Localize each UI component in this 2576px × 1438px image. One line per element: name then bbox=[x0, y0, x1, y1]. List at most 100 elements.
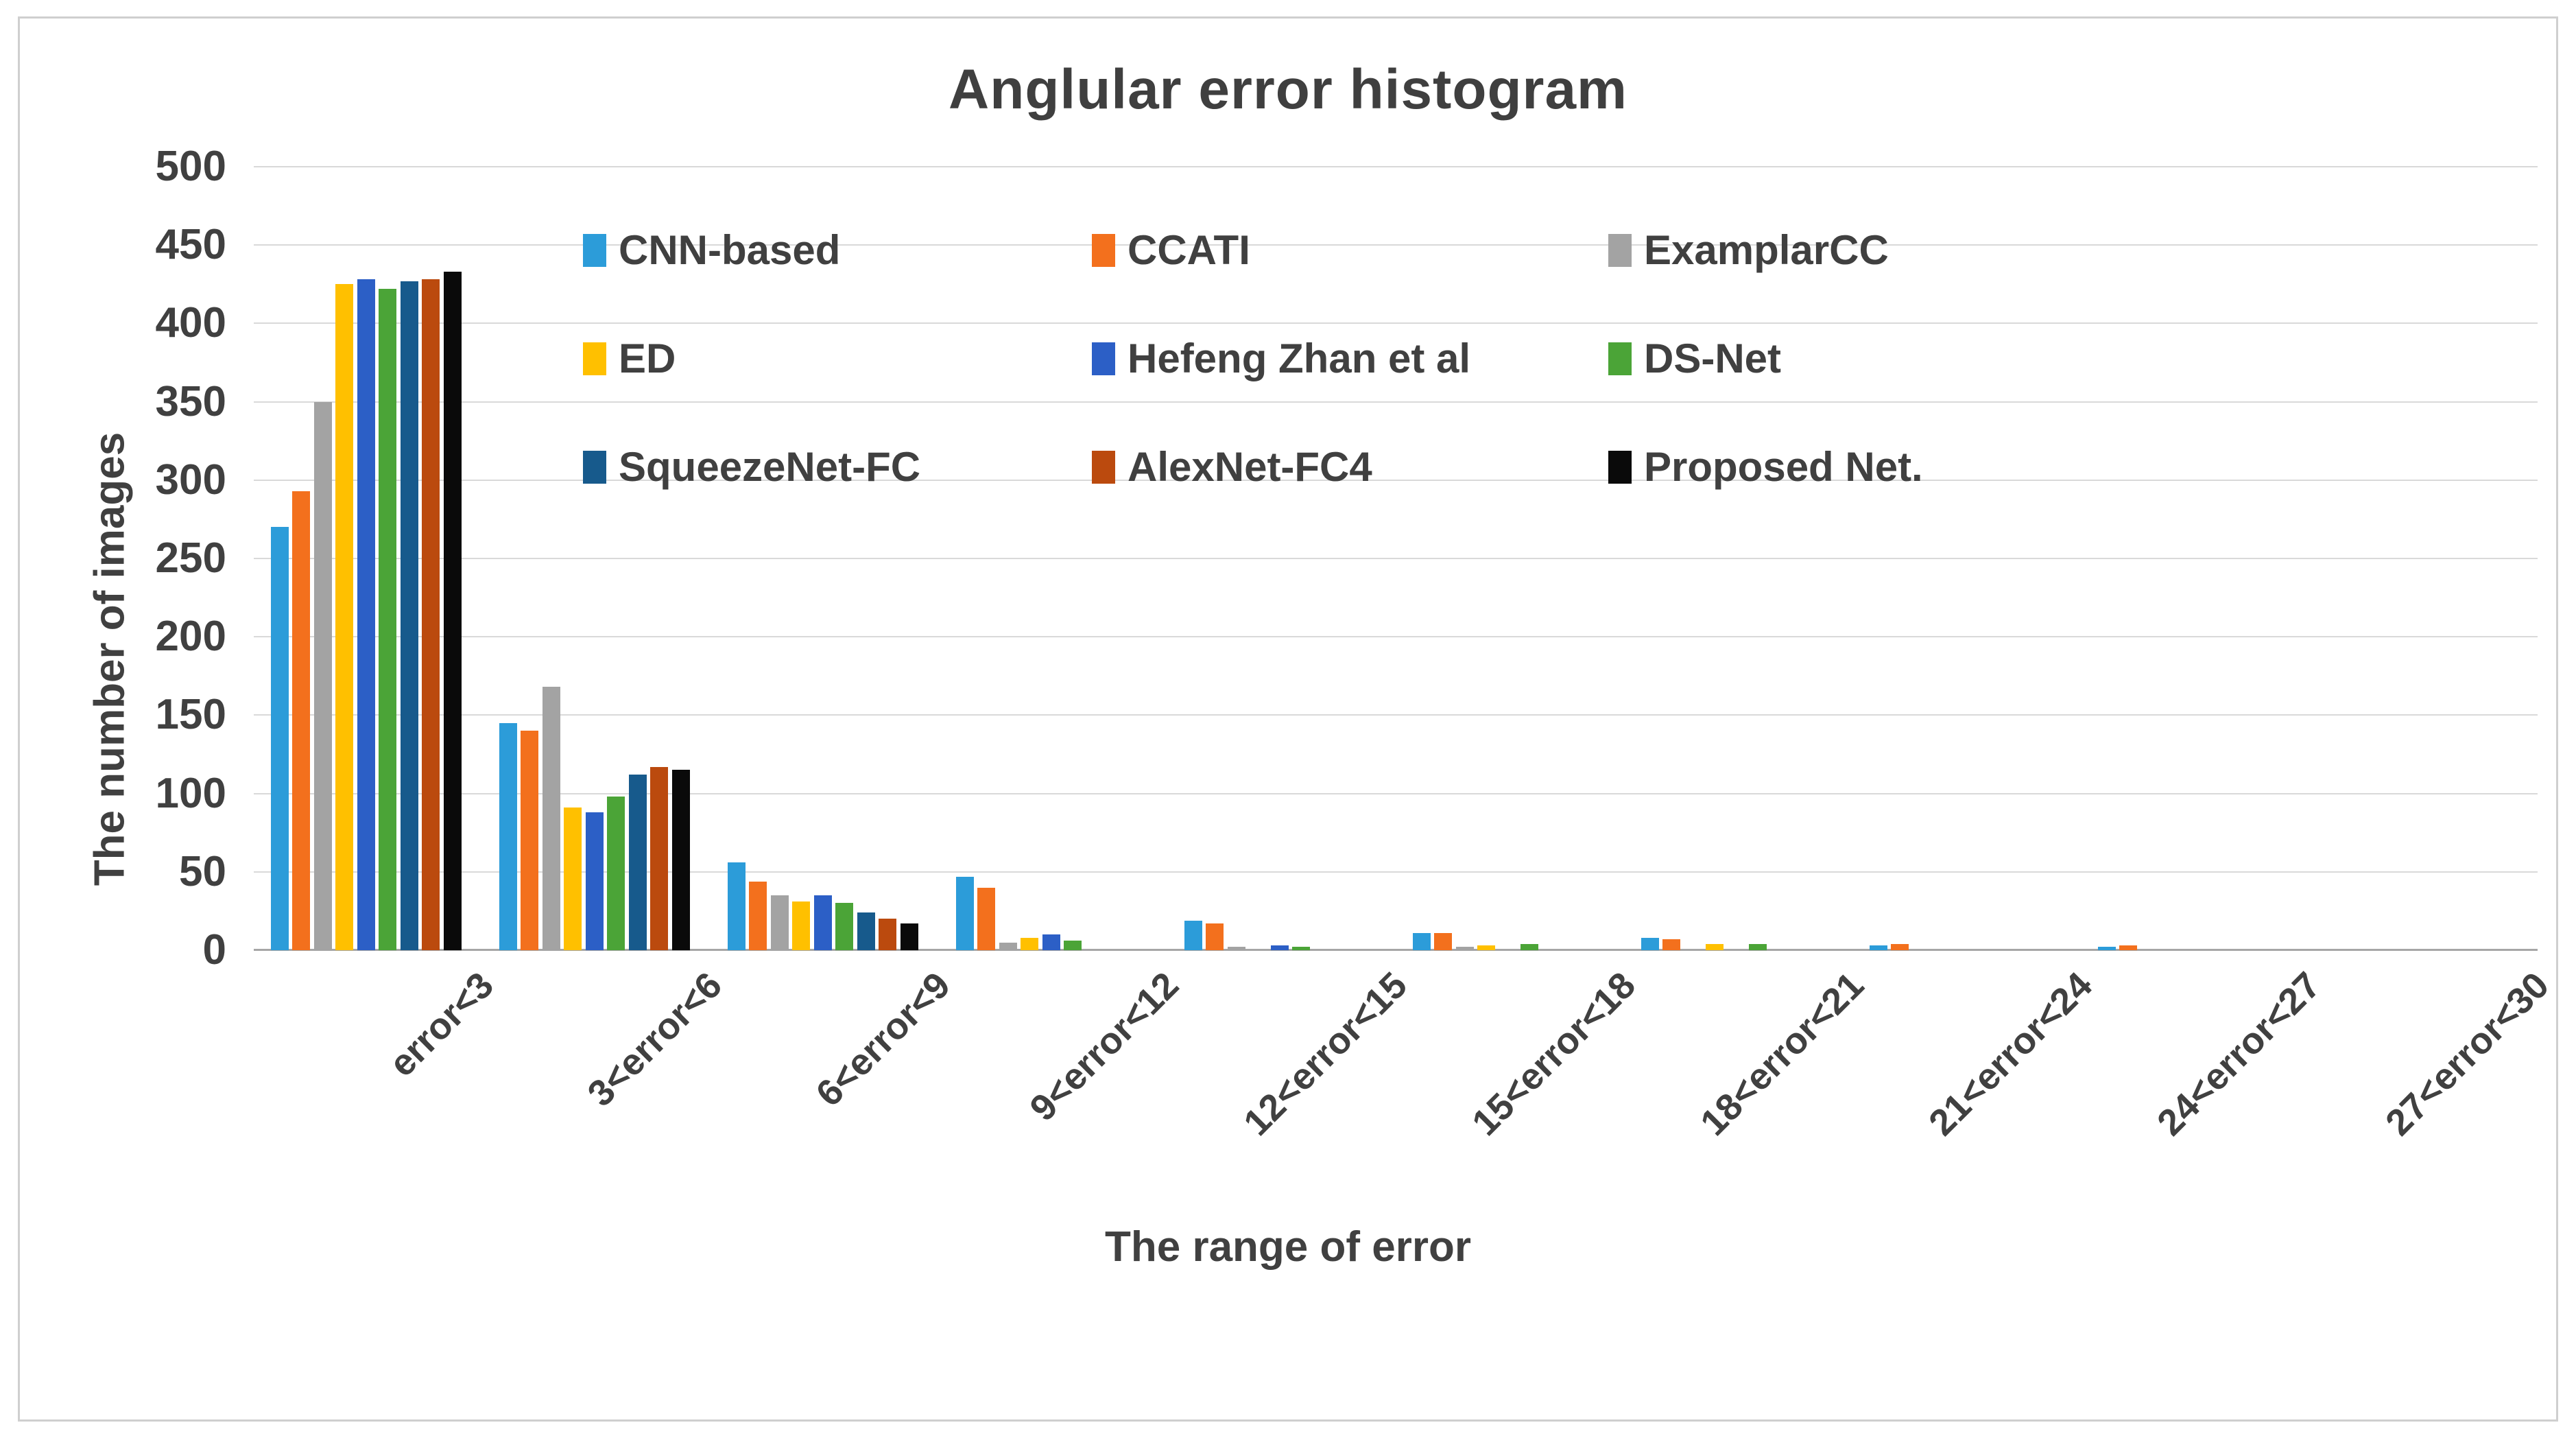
x-axis-line bbox=[254, 949, 2538, 951]
bar-1-8 bbox=[2119, 945, 2138, 950]
y-tick-label-150: 150 bbox=[155, 691, 226, 739]
bar-3-2 bbox=[792, 901, 811, 950]
legend-item-4: Hefeng Zhan et al bbox=[1092, 335, 1470, 382]
bar-1-1 bbox=[521, 731, 539, 950]
plot-area bbox=[254, 166, 2538, 951]
legend-swatch-icon bbox=[583, 450, 606, 484]
legend-item-6: SqueezeNet-FC bbox=[583, 443, 920, 491]
bar-3-0 bbox=[335, 284, 354, 950]
bar-0-2 bbox=[728, 862, 746, 950]
bar-0-6 bbox=[1641, 937, 1659, 950]
bar-0-7 bbox=[1870, 945, 1887, 950]
gridline-500 bbox=[254, 166, 2538, 167]
legend-item-0: CNN-based bbox=[583, 226, 840, 274]
bar-1-0 bbox=[292, 491, 311, 950]
bar-5-6 bbox=[1749, 943, 1767, 950]
legend-swatch-icon bbox=[1608, 342, 1632, 375]
legend-item-2: ExamplarCC bbox=[1608, 226, 1889, 274]
bar-1-5 bbox=[1434, 932, 1453, 950]
gridline-400 bbox=[254, 322, 2538, 325]
legend-label: ExamplarCC bbox=[1644, 227, 1889, 273]
legend-swatch-icon bbox=[1092, 233, 1115, 267]
bar-3-5 bbox=[1477, 945, 1496, 950]
bar-5-0 bbox=[379, 289, 397, 950]
legend-label: CNN-based bbox=[619, 227, 841, 273]
y-tick-label-500: 500 bbox=[155, 143, 226, 190]
legend-label: Proposed Net. bbox=[1644, 444, 1923, 490]
bar-8-0 bbox=[443, 272, 462, 950]
bar-0-3 bbox=[956, 876, 974, 950]
y-tick-label-200: 200 bbox=[155, 613, 226, 661]
bar-5-4 bbox=[1292, 947, 1311, 950]
bar-3-3 bbox=[1021, 937, 1039, 950]
gridline-300 bbox=[254, 479, 2538, 481]
gridline-450 bbox=[254, 244, 2538, 246]
bar-5-1 bbox=[607, 797, 625, 950]
gridline-50 bbox=[254, 871, 2538, 873]
legend-label: Hefeng Zhan et al bbox=[1128, 335, 1471, 381]
bar-8-1 bbox=[671, 770, 690, 950]
legend-swatch-icon bbox=[1092, 342, 1115, 375]
bar-3-1 bbox=[564, 808, 582, 950]
legend-item-1: CCATI bbox=[1092, 226, 1250, 274]
bar-7-2 bbox=[879, 919, 897, 950]
bar-0-4 bbox=[1184, 920, 1202, 950]
legend-swatch-icon bbox=[583, 342, 606, 375]
legend-label: ED bbox=[619, 335, 676, 381]
y-tick-label-300: 300 bbox=[155, 456, 226, 504]
bar-5-5 bbox=[1520, 943, 1539, 950]
y-tick-label-0: 0 bbox=[202, 926, 226, 974]
gridline-350 bbox=[254, 401, 2538, 403]
bar-6-1 bbox=[628, 775, 647, 950]
legend-item-8: Proposed Net. bbox=[1608, 443, 1923, 491]
legend-item-7: AlexNet-FC4 bbox=[1092, 443, 1372, 491]
bar-2-5 bbox=[1455, 947, 1474, 950]
legend-swatch-icon bbox=[1608, 233, 1632, 267]
bar-1-7 bbox=[1891, 943, 1909, 950]
figure-border bbox=[18, 16, 2558, 1422]
bar-1-2 bbox=[749, 881, 767, 950]
bar-2-1 bbox=[542, 687, 560, 950]
bar-2-3 bbox=[999, 942, 1017, 950]
legend-label: AlexNet-FC4 bbox=[1128, 444, 1372, 490]
x-axis-title: The range of error bbox=[1105, 1223, 1471, 1271]
gridline-100 bbox=[254, 792, 2538, 794]
y-tick-label-50: 50 bbox=[179, 847, 226, 895]
y-tick-label-350: 350 bbox=[155, 377, 226, 425]
y-tick-label-400: 400 bbox=[155, 299, 226, 347]
gridline-150 bbox=[254, 714, 2538, 716]
gridline-250 bbox=[254, 558, 2538, 559]
gridline-200 bbox=[254, 636, 2538, 638]
y-tick-label-250: 250 bbox=[155, 534, 226, 582]
bar-5-2 bbox=[835, 903, 854, 950]
bar-4-3 bbox=[1042, 934, 1060, 950]
legend-label: CCATI bbox=[1128, 227, 1250, 273]
y-tick-label-100: 100 bbox=[155, 769, 226, 817]
bar-1-4 bbox=[1206, 923, 1224, 950]
bar-2-2 bbox=[770, 895, 789, 950]
legend-label: SqueezeNet-FC bbox=[619, 444, 921, 490]
bar-2-4 bbox=[1227, 947, 1245, 950]
bar-0-8 bbox=[2098, 947, 2116, 950]
bar-4-1 bbox=[585, 812, 604, 950]
legend-swatch-icon bbox=[1608, 450, 1632, 484]
bar-6-2 bbox=[857, 912, 875, 950]
legend-item-3: ED bbox=[583, 335, 676, 382]
bar-0-5 bbox=[1413, 932, 1431, 950]
bar-1-3 bbox=[977, 887, 996, 950]
bar-7-1 bbox=[650, 766, 669, 950]
bar-4-0 bbox=[357, 279, 375, 950]
y-tick-label-450: 450 bbox=[155, 221, 226, 269]
legend-item-5: DS-Net bbox=[1608, 335, 1781, 382]
bar-4-4 bbox=[1270, 945, 1289, 950]
legend-swatch-icon bbox=[1092, 450, 1115, 484]
bar-1-6 bbox=[1662, 939, 1681, 950]
bar-7-0 bbox=[422, 279, 440, 950]
legend-label: DS-Net bbox=[1644, 335, 1782, 381]
chart-title: Anglular error histogram bbox=[949, 58, 1627, 121]
bar-6-0 bbox=[400, 281, 418, 950]
bar-4-2 bbox=[813, 895, 832, 950]
bar-3-6 bbox=[1706, 943, 1724, 950]
bar-5-3 bbox=[1064, 941, 1082, 950]
